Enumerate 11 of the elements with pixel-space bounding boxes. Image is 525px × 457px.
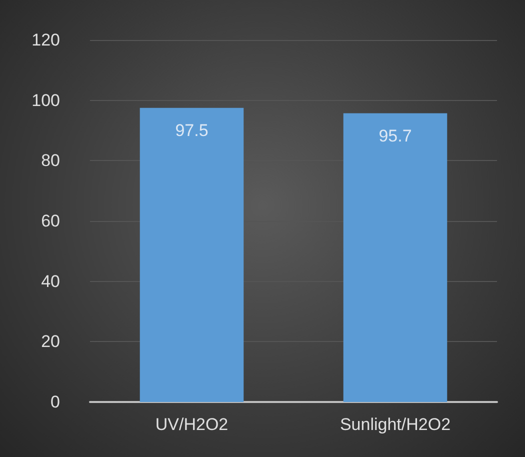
y-tick-label: 60: [41, 212, 60, 230]
y-tick-label: 40: [41, 272, 60, 291]
x-tick-label: Sunlight/H2O2: [340, 415, 451, 434]
data-label: 97.5: [175, 120, 208, 140]
x-tick-label: UV/H2O2: [155, 415, 228, 434]
y-tick-label: 120: [32, 30, 60, 50]
data-label: 95.7: [378, 126, 412, 146]
y-tick-label: 20: [41, 332, 60, 352]
y-tick-label: 0: [50, 392, 60, 412]
y-tick-label: 80: [41, 151, 60, 170]
y-tick-label: 100: [32, 90, 60, 110]
